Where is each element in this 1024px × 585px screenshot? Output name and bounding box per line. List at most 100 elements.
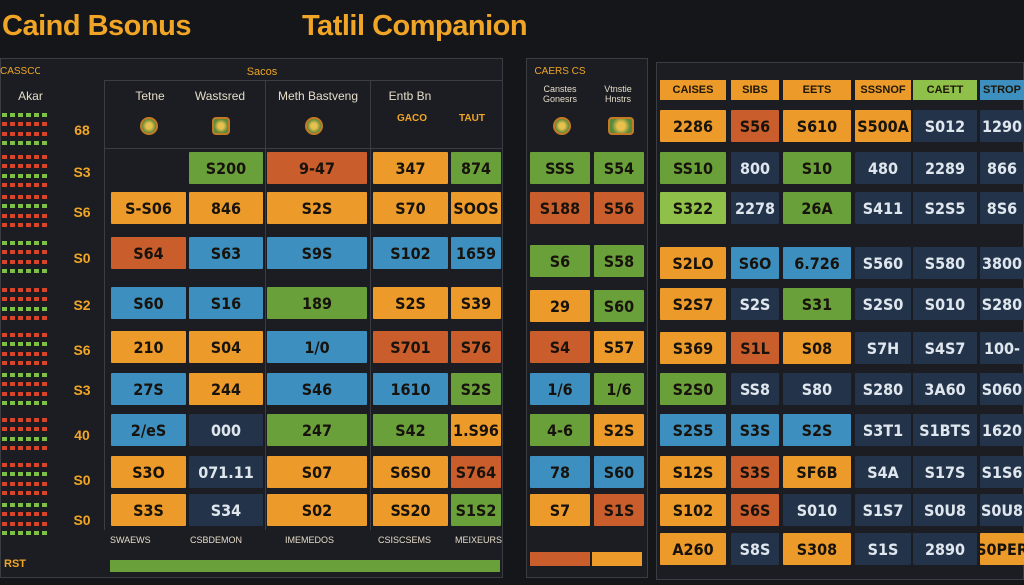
indicator-line <box>2 512 47 517</box>
table-cell: S8S <box>731 533 779 565</box>
table-cell: S2S5 <box>913 192 977 224</box>
indicator-lines <box>2 415 47 453</box>
table-cell: 8S6 <box>980 192 1024 224</box>
indicator-line <box>2 213 47 218</box>
table-cell: S010 <box>783 494 851 526</box>
table-cell: S3O <box>111 456 186 488</box>
table-cell: 1.S96 <box>451 414 501 446</box>
indicator-line <box>2 269 47 274</box>
table-cell: 3A60 <box>913 373 977 405</box>
header-divider <box>104 80 502 81</box>
column-divider <box>265 80 266 530</box>
indicator-line <box>2 259 47 264</box>
table-cell: S1S6 <box>980 456 1024 488</box>
indicator-line <box>2 436 47 441</box>
table-cell: S1S <box>855 533 911 565</box>
table-cell: S3S <box>111 494 186 526</box>
table-cell: S07 <box>267 456 367 488</box>
side-number: S3 <box>73 382 91 398</box>
table-cell: S369 <box>660 332 726 364</box>
table-cell: S102 <box>660 494 726 526</box>
table-cell: S322 <box>660 192 726 224</box>
indicator-line <box>2 122 47 127</box>
table-cell: 244 <box>189 373 263 405</box>
table-cell: 210 <box>111 331 186 363</box>
table-cell: 347 <box>373 152 448 184</box>
indicator-line <box>2 154 47 159</box>
indicator-line <box>2 183 47 188</box>
table-cell: 2890 <box>913 533 977 565</box>
indicator-lines <box>2 110 47 148</box>
indicator-line <box>2 194 47 199</box>
badge-icon <box>305 117 323 135</box>
indicator-line <box>2 240 47 245</box>
table-cell: S1S7 <box>855 494 911 526</box>
table-cell: S102 <box>373 237 448 269</box>
page-title-right: Tatlil Companion <box>302 10 528 42</box>
table-cell: S39 <box>451 287 501 319</box>
table-cell: S280 <box>980 288 1024 320</box>
table-cell: 1290 <box>980 110 1024 142</box>
column-header-wastsred: Wastsred <box>194 89 246 103</box>
table-cell: S60 <box>594 456 644 488</box>
indicator-lines <box>2 285 47 323</box>
side-number: S0 <box>73 472 91 488</box>
left-sub-label: Sacos <box>246 66 278 78</box>
side-number: 40 <box>74 427 90 443</box>
table-cell: S4 <box>530 331 590 363</box>
table-cell: S188 <box>530 192 590 224</box>
side-number: S6 <box>73 342 91 358</box>
table-cell: S17S <box>913 456 977 488</box>
table-cell: S280 <box>855 373 911 405</box>
chip-icon <box>140 117 158 135</box>
side-number: S3 <box>73 164 91 180</box>
table-cell: S2S7 <box>660 288 726 320</box>
indicator-line <box>2 481 47 486</box>
indicator-line <box>2 316 47 321</box>
table-cell: S16 <box>189 287 263 319</box>
table-cell: 1/0 <box>267 331 367 363</box>
indicator-line <box>2 462 47 467</box>
column-divider <box>104 80 105 530</box>
table-cell: S60 <box>594 290 644 322</box>
table-cell: 100- <box>980 332 1024 364</box>
indicator-line <box>2 472 47 477</box>
table-cell: S0U8 <box>980 494 1024 526</box>
column-header: CAETT <box>913 80 977 100</box>
chip-icon <box>553 117 571 135</box>
indicator-lines <box>2 192 47 230</box>
indicator-line <box>2 427 47 432</box>
table-cell: S764 <box>451 456 501 488</box>
left-top-label: CASSCO <box>0 66 40 77</box>
indicator-line <box>2 361 47 366</box>
column-header-vtnstie: Vtnstie Hnstrs <box>604 84 632 104</box>
table-cell: 480 <box>855 152 911 184</box>
indicator-line <box>2 401 47 406</box>
indicator-lines <box>2 152 47 190</box>
table-cell: S42 <box>373 414 448 446</box>
table-cell: S610 <box>783 110 851 142</box>
table-cell: S2LO <box>660 247 726 279</box>
table-cell: S2S <box>451 373 501 405</box>
indicator-line <box>2 502 47 507</box>
table-cell: S54 <box>594 152 644 184</box>
table-cell: S60 <box>111 287 186 319</box>
table-cell: S411 <box>855 192 911 224</box>
indicator-line <box>2 446 47 451</box>
indicator-line <box>2 204 47 209</box>
table-cell: 071.11 <box>189 456 263 488</box>
coin-icon <box>608 117 634 135</box>
table-cell: S560 <box>855 247 911 279</box>
table-cell: S6S <box>731 494 779 526</box>
table-cell: S2S <box>594 414 644 446</box>
table-cell: 1620 <box>980 414 1024 446</box>
table-cell: S-S06 <box>111 192 186 224</box>
table-cell: SSS <box>530 152 590 184</box>
table-cell: S200 <box>189 152 263 184</box>
column-header-meth: Meth Bastveng <box>277 89 359 103</box>
middle-footer-bar <box>592 552 642 566</box>
indicator-line <box>2 382 47 387</box>
table-cell: S34 <box>189 494 263 526</box>
column-divider <box>370 80 371 530</box>
indicator-lines <box>2 460 47 498</box>
